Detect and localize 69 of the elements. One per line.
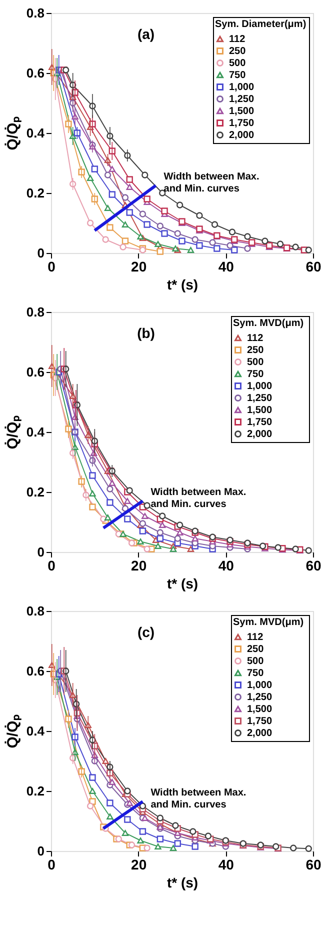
y-tick-label: 0.8	[26, 604, 44, 618]
y-tick-label: 0.8	[26, 6, 44, 20]
x-tick-label: 20	[131, 856, 147, 872]
y-tick-label: 0.8	[26, 304, 44, 320]
legend-label: 250	[247, 644, 264, 655]
y-tick-label: 0	[37, 844, 44, 858]
y-tick-label: 0.4	[26, 424, 46, 440]
y-tick-label: 0.2	[26, 784, 44, 798]
y-axis-title: Q̇/Q̇ₚ	[4, 714, 22, 748]
x-tick-label: 0	[48, 258, 56, 274]
x-axis-title: t* (s)	[166, 576, 198, 592]
annotation: (b)	[137, 325, 155, 341]
legend-label: 500	[247, 656, 264, 667]
y-axis-title: Q̇/Q̇ₚ	[4, 416, 22, 450]
x-tick-label: 60	[306, 258, 322, 274]
y-axis-title: Q̇/Q̇ₚ	[4, 116, 22, 150]
y-tick-label: 0.6	[26, 66, 44, 80]
x-tick-label: 40	[218, 558, 234, 574]
x-tick-label: 20	[131, 258, 147, 274]
y-tick-label: 0.2	[26, 484, 44, 500]
legend-title: Sym. Diameter(μm)	[215, 19, 306, 30]
legend-label: 1,250	[247, 393, 272, 404]
y-tick-label: 0	[37, 544, 44, 560]
legend-title: Sym. MVD(μm)	[233, 318, 304, 329]
legend-label: 1,500	[229, 106, 254, 117]
y-tick-label: 0.2	[26, 186, 44, 200]
legend-label: 1,000	[229, 82, 254, 93]
y-tick-label: 0.4	[26, 126, 46, 140]
annotation: (c)	[137, 624, 155, 640]
legend-label: 1,750	[229, 118, 254, 129]
x-tick-label: 0	[48, 558, 56, 574]
legend-label: 500	[229, 58, 246, 69]
legend-label: 250	[229, 46, 246, 57]
legend-label: 1,750	[247, 417, 272, 428]
x-tick-label: 40	[218, 258, 234, 274]
x-tick-label: 60	[306, 856, 322, 872]
legend-label: 1,250	[247, 692, 272, 703]
legend-label: 112	[247, 333, 264, 344]
y-tick-label: 0.6	[26, 364, 44, 380]
annotation: (a)	[137, 26, 155, 42]
x-tick-label: 0	[48, 856, 56, 872]
y-tick-label: 0	[37, 246, 44, 260]
legend-label: 1,500	[247, 704, 272, 715]
y-tick-label: 0.6	[26, 664, 44, 678]
legend-label: 112	[229, 34, 246, 45]
legend-label: 1,750	[247, 716, 272, 727]
legend-label: 750	[247, 668, 264, 679]
annotation: Width between Max. and Min. curves	[150, 788, 246, 810]
legend-label: 250	[247, 345, 264, 356]
x-tick-label: 40	[218, 856, 234, 872]
legend-label: 112	[247, 632, 264, 643]
y-tick-label: 0.4	[26, 724, 46, 738]
annotation: Width between Max. and Min. curves	[164, 172, 260, 194]
x-axis-title: t* (s)	[166, 874, 198, 890]
x-tick-label: 20	[131, 558, 147, 574]
annotation: Width between Max. and Min. curves	[150, 487, 246, 510]
legend-label: 2,000	[229, 130, 254, 141]
legend-label: 1,250	[229, 94, 254, 105]
legend-label: 1,000	[247, 381, 272, 392]
legend-label: 750	[229, 70, 246, 81]
legend-label: 1,500	[247, 405, 272, 416]
legend-label: 2,000	[247, 728, 272, 739]
legend-label: 2,000	[247, 429, 272, 440]
legend-label: 500	[247, 357, 264, 368]
legend-title: Sym. MVD(μm)	[233, 617, 304, 628]
x-tick-label: 60	[306, 558, 322, 574]
legend-label: 1,000	[247, 680, 272, 691]
legend-label: 750	[247, 369, 264, 380]
x-axis-title: t* (s)	[166, 276, 198, 292]
